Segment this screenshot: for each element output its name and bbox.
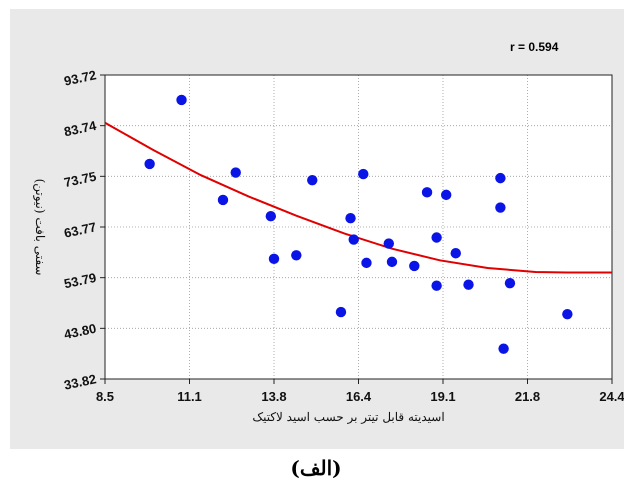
data-point	[450, 248, 461, 259]
data-point	[495, 202, 506, 213]
chart-panel: 8.5 11.1 13.8 16.4 19.1 21.8 24.4 93.72 83.74 73.…	[10, 9, 624, 449]
data-point	[431, 232, 442, 243]
data-point	[562, 308, 573, 320]
x-tick-label: 21.8	[515, 389, 540, 404]
data-point	[358, 168, 369, 180]
data-point	[440, 189, 452, 201]
y-tick-label: 73.75	[63, 169, 98, 190]
y-tick-label: 93.72	[63, 67, 98, 88]
data-point	[345, 213, 356, 224]
x-tick-label: 16.4	[346, 389, 372, 404]
data-point	[307, 174, 318, 186]
y-tick-label: 63.77	[63, 219, 98, 240]
x-tick-label: 11.1	[177, 389, 202, 404]
data-point	[383, 238, 394, 249]
x-tick-label: 13.8	[261, 389, 286, 404]
data-point	[421, 187, 433, 198]
x-tick-label: 8.5	[96, 389, 114, 404]
data-point	[498, 343, 509, 354]
data-point	[217, 194, 229, 206]
figure-caption: (الف)	[290, 456, 342, 480]
data-point	[463, 279, 474, 290]
data-point	[268, 253, 280, 265]
x-tick-label: 24.4	[599, 389, 624, 404]
data-point	[144, 158, 155, 170]
y-tick-label: 43.80	[63, 321, 98, 342]
data-point	[230, 167, 241, 178]
scatter-chart: 8.5 11.1 13.8 16.4 19.1 21.8 24.4 93.72 83.74 73.…	[33, 40, 624, 424]
data-point	[495, 172, 506, 184]
data-point	[504, 277, 516, 289]
y-axis-label: سفتی بافت (نیوتن)	[33, 179, 47, 276]
y-tick-label: 33.82	[63, 371, 98, 392]
data-point	[265, 210, 277, 222]
data-point	[431, 280, 442, 291]
y-tick-label: 83.74	[63, 118, 99, 140]
x-axis-label: اسیدیته قابل تیتر بر حسب اسید لاکتیک	[252, 410, 444, 424]
data-point	[409, 260, 420, 272]
correlation-annotation: r = 0.594	[510, 40, 559, 54]
data-point	[176, 94, 187, 106]
data-point	[335, 306, 347, 318]
x-tick-label: 19.1	[430, 389, 455, 404]
data-point	[386, 256, 398, 268]
data-point	[348, 234, 359, 245]
data-point	[361, 257, 372, 269]
fit-curve	[104, 121, 612, 274]
data-point	[291, 250, 302, 261]
y-tick-label: 53.79	[63, 270, 98, 291]
